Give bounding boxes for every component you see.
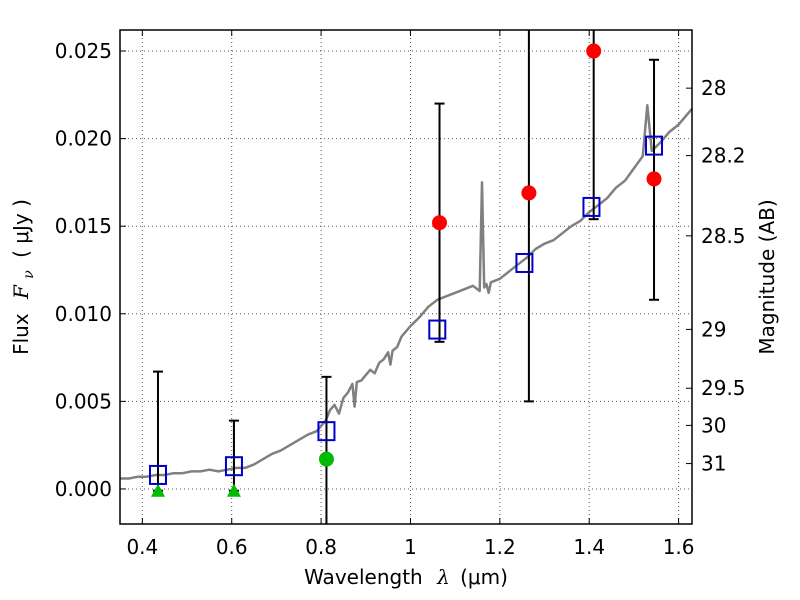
y2-tick-label: 28.2 xyxy=(701,144,746,168)
y2-tick-label: 28 xyxy=(701,76,726,100)
y2-tick-label: 29 xyxy=(701,317,726,341)
x-tick-label: 1 xyxy=(404,535,417,559)
upper-limit-marker xyxy=(150,483,165,497)
model-point-marker xyxy=(224,456,243,477)
y-axis-label: Flux F ν ( μJy ) xyxy=(9,199,38,355)
y2-tick-label: 28.5 xyxy=(701,224,746,248)
x-axis-label: Wavelength λ (μm) xyxy=(304,565,508,589)
y-axis-label-unit: ( μJy ) xyxy=(9,199,33,258)
x-tick-label: 1.2 xyxy=(484,535,516,559)
y-tick-label: 0.025 xyxy=(55,39,112,63)
detection-marker xyxy=(646,171,662,187)
x-tick-label: 0.8 xyxy=(305,535,337,559)
plot-frame xyxy=(119,29,693,525)
detection-marker xyxy=(586,43,602,59)
x-tick-label: 1.4 xyxy=(573,535,605,559)
y-tick-label: 0.005 xyxy=(55,389,112,413)
x-axis-label-symbol: λ xyxy=(436,565,450,589)
y2-axis-label: Magnitude (AB) xyxy=(755,199,779,354)
y-tick-label: 0.015 xyxy=(55,214,112,238)
x-tick-label: 1.6 xyxy=(663,535,695,559)
marker-layer xyxy=(148,43,664,497)
upper-limit-marker xyxy=(226,483,241,497)
model-point-marker xyxy=(148,464,167,485)
y-axis-label-subscript: ν xyxy=(21,270,37,279)
y-tick-label: 0.020 xyxy=(55,127,112,151)
model-point-marker xyxy=(582,196,601,217)
y-tick-label: 0.000 xyxy=(55,477,112,501)
y2-tick-label: 30 xyxy=(701,413,726,437)
model-point-marker xyxy=(317,421,336,442)
axis-ticks xyxy=(120,30,692,524)
lowsn-detection-marker xyxy=(318,451,334,467)
x-tick-label: 0.4 xyxy=(126,535,158,559)
y-tick-label: 0.010 xyxy=(55,302,112,326)
model-point-marker xyxy=(428,319,447,340)
x-axis-label-unit: (μm) xyxy=(460,565,508,589)
model-point-marker xyxy=(645,135,664,156)
x-axis-label-text: Wavelength xyxy=(304,565,423,589)
model-point-marker xyxy=(515,252,534,273)
y-axis-label-symbol: F xyxy=(9,284,33,300)
detection-marker xyxy=(521,185,537,201)
x-tick-label: 0.6 xyxy=(216,535,248,559)
tick-labels: 0.4 0.6 0.8 1 1.2 1.4 1.6 0.000 0.005 0.010 0.015 0… xyxy=(55,39,746,559)
y-axis-label-text: Flux xyxy=(9,313,33,355)
y2-tick-label: 31 xyxy=(701,452,726,476)
y2-tick-label: 29.5 xyxy=(701,376,746,400)
detection-marker xyxy=(432,215,448,231)
